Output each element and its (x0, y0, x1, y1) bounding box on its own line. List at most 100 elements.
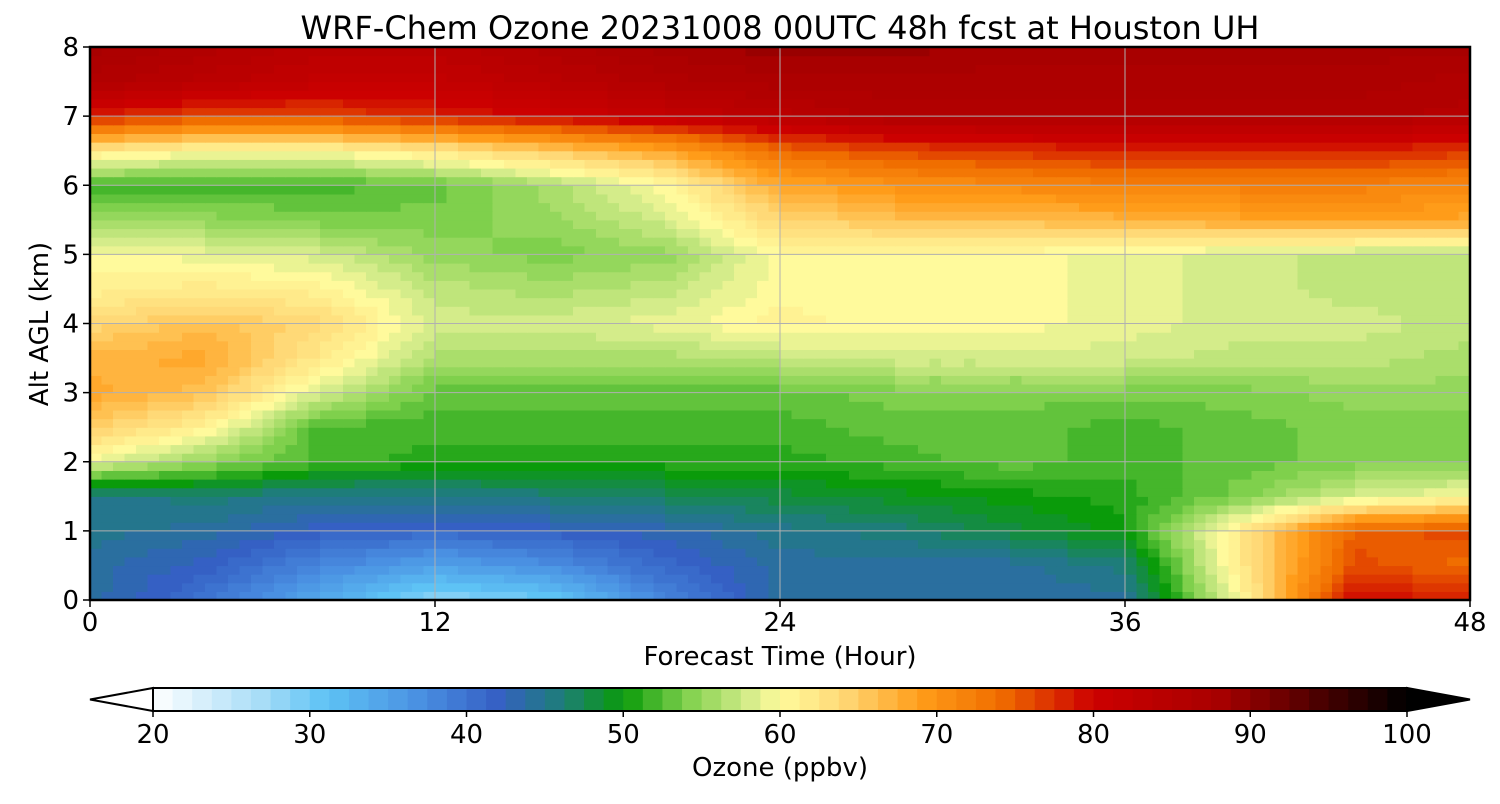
heatmap-cell (1067, 479, 1080, 489)
heatmap-cell (941, 513, 954, 523)
heatmap-cell (550, 314, 563, 325)
heatmap-cell (642, 323, 655, 333)
heatmap-cell (952, 254, 965, 264)
heatmap-cell (642, 591, 655, 601)
heatmap-cell (251, 530, 264, 541)
heatmap-cell (1079, 427, 1092, 437)
heatmap-cell (504, 444, 517, 454)
heatmap-cell (1217, 383, 1230, 394)
heatmap-cell (469, 288, 482, 299)
heatmap-cell (1332, 280, 1345, 290)
heatmap-cell (676, 237, 689, 247)
heatmap-cell (515, 383, 528, 394)
heatmap-cell (1309, 366, 1322, 376)
heatmap-cell (377, 582, 390, 592)
heatmap-cell (354, 513, 367, 523)
heatmap-cell (458, 565, 471, 575)
heatmap-cell (285, 392, 298, 402)
heatmap-cell (147, 470, 160, 480)
heatmap-cell (607, 237, 620, 247)
heatmap-cell (228, 435, 241, 446)
heatmap-cell (1263, 288, 1276, 299)
heatmap-cell (642, 288, 655, 299)
heatmap-cell (389, 418, 402, 428)
heatmap-cell (1389, 530, 1402, 541)
heatmap-cell (895, 237, 908, 247)
heatmap-cell (1205, 470, 1218, 480)
heatmap-cell (803, 548, 816, 558)
heatmap-cell (1136, 496, 1149, 506)
heatmap-cell (193, 591, 206, 601)
heatmap-cell (1355, 409, 1368, 420)
heatmap-cell (412, 548, 425, 558)
heatmap-cell (435, 487, 448, 497)
heatmap-cell (688, 470, 701, 480)
heatmap-cell (1378, 548, 1391, 558)
heatmap-cell (1286, 288, 1299, 299)
heatmap-cell (745, 401, 758, 411)
heatmap-cell (1182, 288, 1195, 299)
heatmap-cell (492, 306, 505, 316)
heatmap-cell (1125, 306, 1138, 316)
heatmap-cell (561, 297, 574, 307)
heatmap-cell (538, 297, 551, 307)
heatmap-cell (722, 461, 735, 471)
heatmap-cell (446, 288, 459, 299)
heatmap-cell (1171, 306, 1184, 316)
heatmap-cell (469, 280, 482, 290)
heatmap-cell (343, 461, 356, 471)
heatmap-cell (446, 254, 459, 264)
heatmap-cell (929, 358, 942, 368)
heatmap-cell (803, 435, 816, 446)
heatmap-cell (90, 375, 103, 385)
heatmap-cell (1044, 548, 1057, 558)
heatmap-cell (1286, 409, 1299, 420)
heatmap-cell (147, 453, 160, 463)
heatmap-cell (182, 237, 195, 247)
heatmap-cell (860, 340, 873, 351)
heatmap-cell (1044, 513, 1057, 523)
heatmap-cell (228, 470, 241, 480)
heatmap-cell (826, 444, 839, 454)
heatmap-cell (1274, 496, 1287, 506)
heatmap-cell (998, 254, 1011, 264)
heatmap-cell (814, 435, 827, 446)
heatmap-cell (492, 332, 505, 342)
heatmap-cell (1332, 263, 1345, 273)
heatmap-cell (182, 245, 195, 255)
heatmap-cell (159, 297, 172, 307)
heatmap-cell (883, 522, 896, 532)
heatmap-cell (297, 453, 310, 463)
heatmap-cell (515, 427, 528, 437)
heatmap-cell (688, 427, 701, 437)
heatmap-cell (1171, 591, 1184, 601)
heatmap-cell (504, 461, 517, 471)
heatmap-cell (803, 358, 816, 368)
heatmap-cell (619, 453, 632, 463)
heatmap-cell (262, 556, 275, 567)
heatmap-cell (584, 504, 597, 515)
heatmap-cell (584, 427, 597, 437)
heatmap-cell (308, 582, 321, 592)
heatmap-cell (274, 271, 287, 281)
heatmap-cell (745, 323, 758, 333)
heatmap-cell (90, 470, 103, 480)
heatmap-cell (1021, 556, 1034, 567)
heatmap-cell (1263, 245, 1276, 255)
heatmap-cell (1044, 496, 1057, 506)
heatmap-cell (515, 539, 528, 549)
heatmap-cell (1320, 254, 1333, 264)
heatmap-cell (860, 306, 873, 316)
heatmap-cell (550, 548, 563, 558)
heatmap-cell (1274, 314, 1287, 325)
heatmap-cell (734, 530, 747, 541)
heatmap-cell (1182, 444, 1195, 454)
heatmap-cell (205, 591, 218, 601)
heatmap-cell (1205, 332, 1218, 342)
heatmap-cell (872, 271, 885, 281)
heatmap-cell (952, 332, 965, 342)
heatmap-cell (1090, 332, 1103, 342)
heatmap-cell (182, 332, 195, 342)
heatmap-cell (1263, 522, 1276, 532)
heatmap-cell (619, 461, 632, 471)
